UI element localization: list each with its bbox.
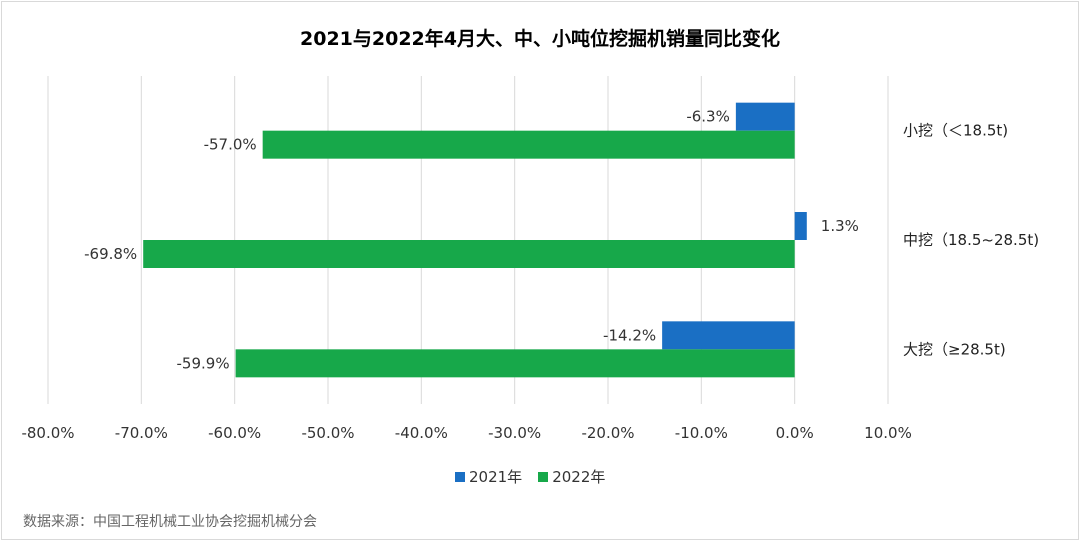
x-tick-label: -80.0% <box>21 424 74 442</box>
x-tick-label: -50.0% <box>301 424 354 442</box>
legend-label-2022: 2022年 <box>552 468 606 486</box>
x-tick-label: -70.0% <box>115 424 168 442</box>
category-label: 大挖（≥28.5t) <box>903 340 1006 358</box>
data-label: -14.2% <box>603 326 656 344</box>
data-source: 数据来源：中国工程机械工业协会挖掘机械分会 <box>23 514 317 530</box>
bar-2022 <box>262 130 795 159</box>
legend: 2021年 2022年 <box>455 466 605 487</box>
category-label: 小挖（＜18.5t) <box>903 122 1008 140</box>
bar-2021 <box>794 212 807 240</box>
bar-2021 <box>735 102 795 131</box>
data-label: -59.9% <box>177 354 230 372</box>
chart-title: 2021与2022年4月大、中、小吨位挖掘机销量同比变化 <box>300 28 780 50</box>
legend-item-2022: 2022年 <box>538 466 605 487</box>
bar-2022 <box>143 240 795 268</box>
x-tick-label: -30.0% <box>488 424 541 442</box>
legend-label-2021: 2021年 <box>469 468 523 486</box>
data-label: -6.3% <box>686 108 730 126</box>
x-tick-label: -20.0% <box>581 424 634 442</box>
x-tick-label: -10.0% <box>675 424 728 442</box>
bar-2022 <box>235 349 795 378</box>
legend-item-2021: 2021年 <box>455 466 522 487</box>
x-tick-label: -40.0% <box>395 424 448 442</box>
x-tick-label: -60.0% <box>208 424 261 442</box>
data-label: 1.3% <box>821 217 859 235</box>
data-label: -69.8% <box>84 245 137 263</box>
x-tick-label: 0.0% <box>776 424 814 442</box>
legend-swatch-2022 <box>538 471 549 482</box>
bar-2021 <box>662 321 795 350</box>
data-label: -57.0% <box>204 136 257 154</box>
x-tick-label: 10.0% <box>864 424 912 442</box>
legend-swatch-2021 <box>455 471 465 482</box>
category-label: 中挖（18.5~28.5t) <box>903 231 1039 249</box>
